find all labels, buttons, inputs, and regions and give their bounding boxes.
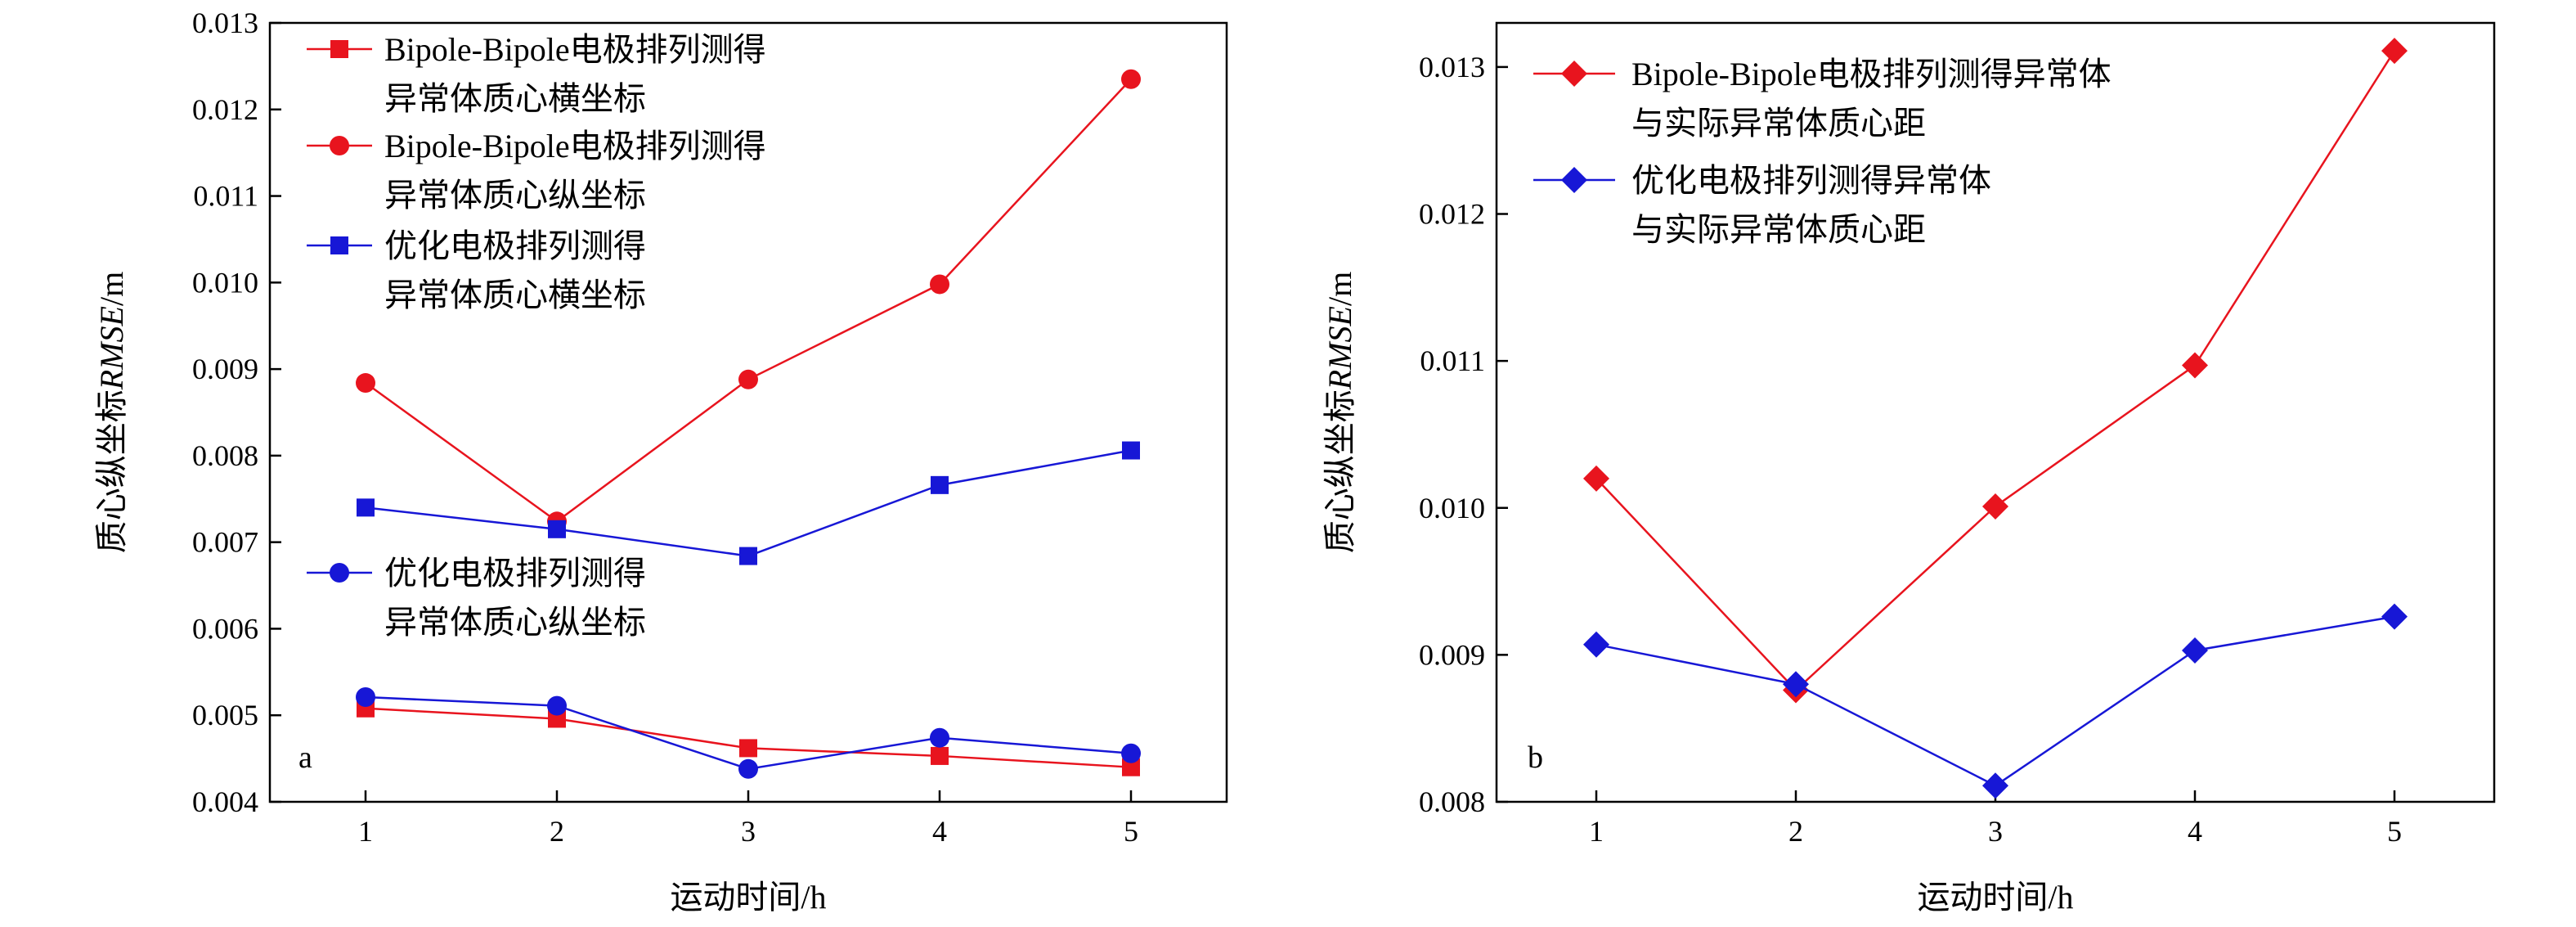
- legend-text-line-2: 异常体质心横坐标: [384, 277, 646, 313]
- series-3: [357, 441, 1140, 565]
- legend-marker: [330, 136, 349, 155]
- legend-text-line-2: 异常体质心纵坐标: [384, 604, 646, 641]
- legend-marker: [1561, 167, 1587, 193]
- chart-panel-a: 0.004 0.005 0.006 0.007 0.008 0.009 0.010 0.011…: [93, 7, 1228, 916]
- legend-text-line-1: Bipole-Bipole电极排列测得: [384, 31, 766, 68]
- legend-text-line-1: 优化电极排列测得: [384, 555, 646, 592]
- data-point: [547, 695, 567, 716]
- y-tick-label: 0.009: [192, 353, 258, 385]
- x-tick-label: 3: [741, 815, 756, 848]
- y-axis-title-suffix: /m: [1322, 272, 1358, 306]
- x-tick-label: 1: [358, 815, 373, 848]
- series-4: [356, 687, 1141, 779]
- data-point: [738, 369, 758, 389]
- x-axis-title: 运动时间/h: [1917, 879, 2073, 916]
- data-point: [738, 758, 758, 779]
- legend-marker: [330, 236, 348, 254]
- legend-text-line-2: 异常体质心横坐标: [384, 80, 646, 117]
- series-line: [365, 707, 1132, 768]
- x-tick-label: 5: [2387, 815, 2402, 848]
- data-point: [930, 274, 949, 295]
- y-axis-title-prefix: 质心纵坐标: [1322, 389, 1358, 553]
- data-point: [930, 727, 949, 748]
- y-tick-label: 0.012: [192, 93, 258, 126]
- data-point: [1121, 743, 1141, 763]
- data-point: [1783, 671, 1809, 698]
- data-point: [1982, 493, 2008, 520]
- data-point: [2381, 38, 2408, 65]
- series-line: [365, 695, 1132, 771]
- legend-text-line-1: Bipole-Bipole电极排列测得: [384, 128, 766, 164]
- data-point: [1122, 758, 1140, 776]
- data-point: [1121, 69, 1141, 89]
- data-point: [356, 373, 375, 394]
- data-point: [2182, 352, 2208, 379]
- series-line: [1595, 50, 2396, 692]
- y-tick-label: 0.007: [192, 526, 258, 559]
- y-tick-label: 0.012: [1419, 198, 1485, 231]
- data-point: [1583, 465, 1609, 492]
- data-point: [1122, 441, 1140, 460]
- legend-text-line-1: 优化电极排列测得: [384, 227, 646, 264]
- data-point: [1583, 631, 1609, 658]
- data-point: [1982, 772, 2008, 799]
- y-tick-label: 0.010: [1419, 492, 1485, 524]
- y-tick-label: 0.005: [192, 699, 258, 731]
- data-point: [548, 520, 566, 538]
- legend-text-line-2: 与实际异常体质心距: [1631, 105, 1926, 142]
- y-tick-label: 0.011: [1420, 344, 1485, 377]
- y-tick-label: 0.009: [1419, 638, 1485, 671]
- y-tick-label: 0.008: [1419, 785, 1485, 818]
- data-point: [739, 547, 757, 565]
- legend-text-line-2: 与实际异常体质心距: [1631, 211, 1926, 248]
- y-tick-label: 0.013: [1419, 51, 1485, 83]
- y-axis-title-prefix: 质心纵坐标: [93, 389, 130, 553]
- legend-marker: [1561, 61, 1587, 87]
- x-tick-label: 5: [1124, 815, 1138, 848]
- y-tick-label: 0.011: [193, 180, 258, 213]
- data-point: [2182, 637, 2208, 664]
- x-tick-label: 2: [1788, 815, 1803, 848]
- data-point: [931, 746, 949, 765]
- data-point: [357, 498, 375, 517]
- y-axis-title: 质心纵坐标RMSE/m: [93, 272, 130, 553]
- legend-text-line-1: 优化电极排列测得异常体: [1631, 162, 1991, 199]
- x-tick-label: 1: [1589, 815, 1604, 848]
- series-1: [1583, 38, 2408, 704]
- panel-label: b: [1528, 740, 1543, 775]
- y-tick-label: 0.006: [192, 612, 258, 645]
- x-axis-title: 运动时间/h: [670, 879, 826, 916]
- y-axis-title: 质心纵坐标RMSE/m: [1322, 272, 1358, 553]
- y-tick-label: 0.008: [192, 439, 258, 472]
- y-tick-label: 0.004: [192, 785, 258, 818]
- x-tick-label: 2: [550, 815, 564, 848]
- legend-marker: [330, 40, 348, 58]
- data-point: [356, 687, 375, 708]
- y-axis-title-italic: RMSE: [1322, 306, 1358, 390]
- x-tick-label: 4: [932, 815, 947, 848]
- y-tick-label: 0.013: [192, 7, 258, 39]
- x-tick-label: 3: [1988, 815, 2003, 848]
- series-2: [1583, 603, 2408, 799]
- data-point: [2381, 603, 2408, 630]
- data-point: [739, 739, 757, 758]
- series-line: [1595, 615, 2395, 787]
- legend-marker: [330, 563, 349, 583]
- y-tick-label: 0.010: [192, 266, 258, 299]
- x-tick-label: 4: [2188, 815, 2202, 848]
- chart-panel-b: 0.008 0.009 0.010 0.011 0.012 0.013 1 2 3 4 5 运动时间/…: [1322, 21, 2496, 916]
- panel-label: a: [298, 740, 312, 775]
- y-axis-title-italic: RMSE: [93, 306, 130, 390]
- data-point: [931, 475, 949, 494]
- legend-text-line-1: Bipole-Bipole电极排列测得异常体: [1631, 56, 2112, 92]
- legend-text-line-2: 异常体质心纵坐标: [384, 177, 646, 214]
- y-axis-title-suffix: /m: [93, 272, 130, 306]
